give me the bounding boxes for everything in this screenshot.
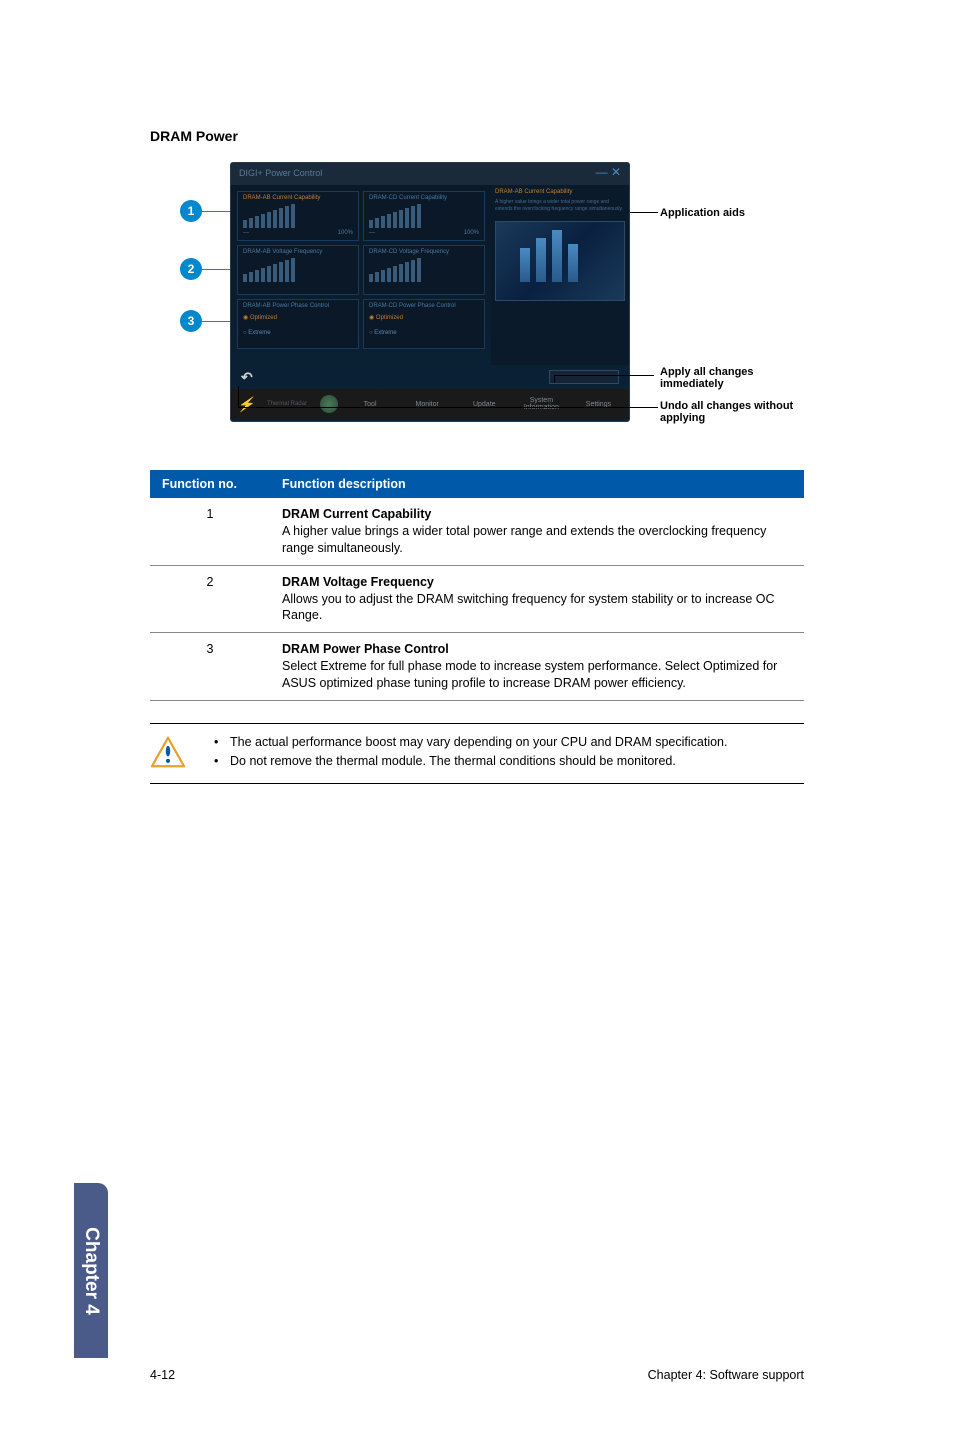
dram-ab-phase-cell[interactable]: DRAM-AB Power Phase Control ◉ Optimized … xyxy=(237,299,359,349)
window-titlebar: DIGI+ Power Control — ✕ xyxy=(231,163,629,185)
graph-3d xyxy=(495,221,625,301)
label-line xyxy=(554,375,654,376)
chapter-tab-label: Chapter 4 xyxy=(80,1227,102,1315)
dram-ab-current-cell[interactable]: DRAM-AB Current Capability —100% xyxy=(237,191,359,241)
table-row: 3DRAM Power Phase ControlSelect Extreme … xyxy=(150,633,804,701)
optimized-radio[interactable]: ◉ Optimized xyxy=(243,313,353,324)
page-number: 4-12 xyxy=(150,1368,175,1382)
bars-icon xyxy=(369,204,479,228)
cell-no: 3 xyxy=(150,633,270,701)
dram-cd-phase-cell[interactable]: DRAM-CD Power Phase Control ◉ Optimized … xyxy=(363,299,485,349)
function-table: Function no. Function description 1DRAM … xyxy=(150,470,804,701)
footer-title: Chapter 4: Software support xyxy=(648,1368,804,1382)
apply-button[interactable] xyxy=(549,370,619,384)
window-title: DIGI+ Power Control xyxy=(239,168,322,180)
cell-label: DRAM-CD Power Phase Control xyxy=(369,303,479,309)
cell-label: DRAM-CD Voltage Frequency xyxy=(369,249,479,255)
caution-box: The actual performance boost may vary de… xyxy=(150,723,804,784)
table-row: 1DRAM Current CapabilityA higher value b… xyxy=(150,498,804,565)
callout-3: 3 xyxy=(180,310,202,332)
cell-label: DRAM-AB Power Phase Control xyxy=(243,303,353,309)
label-line xyxy=(554,375,555,383)
page-footer: 4-12 Chapter 4: Software support xyxy=(150,1368,804,1382)
label-line xyxy=(630,212,658,213)
cell-label: DRAM-AB Current Capability xyxy=(243,195,353,201)
caution-item: The actual performance boost may vary de… xyxy=(206,734,727,751)
nav-sysinfo[interactable]: System Information xyxy=(517,397,566,411)
caution-icon xyxy=(150,736,186,773)
bottom-nav: ⚡ Thermal Radar Tool Monitor Update Syst… xyxy=(231,389,629,419)
pct-label: 100% xyxy=(464,230,479,236)
label-app-aids: Application aids xyxy=(660,207,810,219)
info-text: A higher value brings a wider total powe… xyxy=(495,199,625,213)
figure: 1 2 3 DIGI+ Power Control — ✕ DRAM-AB Cu… xyxy=(150,162,810,442)
pct-label: 100% xyxy=(338,230,353,236)
cell-label: DRAM-AB Voltage Frequency xyxy=(243,249,353,255)
callout-line xyxy=(202,211,230,212)
optimized-radio[interactable]: ◉ Optimized xyxy=(369,313,479,324)
cell-no: 1 xyxy=(150,498,270,565)
label-line xyxy=(238,386,239,407)
callout-line xyxy=(202,269,230,270)
undo-icon[interactable]: ↶ xyxy=(241,369,253,386)
cell-no: 2 xyxy=(150,565,270,633)
bars-icon xyxy=(369,258,479,282)
callout-1: 1 xyxy=(180,200,202,222)
info-title: DRAM-AB Current Capability xyxy=(495,189,625,195)
screenshot: DIGI+ Power Control — ✕ DRAM-AB Current … xyxy=(230,162,630,422)
dram-cd-voltage-cell[interactable]: DRAM-CD Voltage Frequency xyxy=(363,245,485,295)
ai-logo-icon: ⚡ xyxy=(237,396,254,413)
section-title: DRAM Power xyxy=(150,128,804,144)
info-panel: DRAM-AB Current Capability A higher valu… xyxy=(491,185,629,365)
col-header-no: Function no. xyxy=(150,470,270,498)
close-icon[interactable]: — ✕ xyxy=(596,168,621,180)
bars-icon xyxy=(243,204,353,228)
table-row: 2DRAM Voltage FrequencyAllows you to adj… xyxy=(150,565,804,633)
cell-desc: DRAM Power Phase ControlSelect Extreme f… xyxy=(270,633,804,701)
bars-icon xyxy=(243,258,353,282)
extreme-radio[interactable]: ○ Extreme xyxy=(243,328,353,339)
dram-cd-current-cell[interactable]: DRAM-CD Current Capability —100% xyxy=(363,191,485,241)
label-line xyxy=(238,407,658,408)
caution-item: Do not remove the thermal module. The th… xyxy=(206,753,727,770)
label-undo: Undo all changes without applying xyxy=(660,400,810,424)
cell-label: DRAM-CD Current Capability xyxy=(369,195,479,201)
callout-2: 2 xyxy=(180,258,202,280)
earth-icon xyxy=(320,395,338,413)
cell-desc: DRAM Voltage FrequencyAllows you to adju… xyxy=(270,565,804,633)
callout-line xyxy=(202,321,230,322)
col-header-desc: Function description xyxy=(270,470,804,498)
cell-desc: DRAM Current CapabilityA higher value br… xyxy=(270,498,804,565)
chapter-tab: Chapter 4 xyxy=(74,1183,108,1358)
label-apply: Apply all changes immediately xyxy=(660,366,810,390)
dram-ab-voltage-cell[interactable]: DRAM-AB Voltage Frequency xyxy=(237,245,359,295)
extreme-radio[interactable]: ○ Extreme xyxy=(369,328,479,339)
